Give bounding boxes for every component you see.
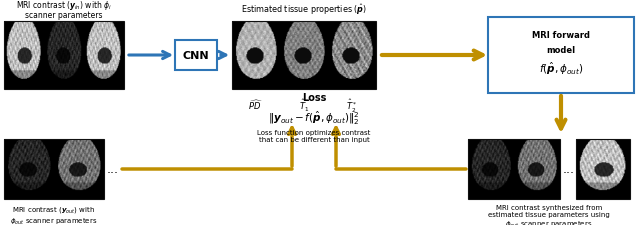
Bar	[4, 22, 124, 90]
Text: Loss: Loss	[302, 93, 326, 103]
Text: $\|\boldsymbol{y}_{out} - f(\hat{\boldsymbol{p}}, \phi_{out})\|_2^2$: $\|\boldsymbol{y}_{out} - f(\hat{\boldsy…	[268, 110, 360, 127]
Text: ...: ...	[107, 163, 119, 176]
Text: $\hat{T}_2^*$: $\hat{T}_2^*$	[346, 98, 358, 115]
Text: $\hat{T}_1$: $\hat{T}_1$	[299, 98, 309, 114]
Text: CNN: CNN	[182, 51, 209, 61]
Bar	[576, 139, 630, 199]
Text: $\widehat{PD}$: $\widehat{PD}$	[248, 98, 264, 111]
FancyBboxPatch shape	[175, 41, 217, 71]
Text: MRI forward: MRI forward	[532, 31, 590, 40]
Text: ...: ...	[563, 163, 575, 176]
Bar	[4, 139, 104, 199]
Text: MRI contrast ($\boldsymbol{y}_{in}$) with $\phi_i$: MRI contrast ($\boldsymbol{y}_{in}$) wit…	[16, 0, 112, 12]
Text: MRI contrast ($\boldsymbol{y}_{out}$) with
$\phi_{out}$ scanner parameters
for l: MRI contrast ($\boldsymbol{y}_{out}$) wi…	[10, 204, 98, 225]
Bar	[232, 22, 376, 90]
FancyBboxPatch shape	[488, 18, 634, 94]
Text: $f(\hat{\boldsymbol{p}}, \phi_{out})$: $f(\hat{\boldsymbol{p}}, \phi_{out})$	[539, 61, 583, 77]
Bar	[468, 139, 560, 199]
Text: scanner parameters: scanner parameters	[25, 11, 103, 20]
Text: Estimated tissue properties ($\hat{\boldsymbol{p}}$): Estimated tissue properties ($\hat{\bold…	[241, 2, 367, 17]
Text: Loss function optimizes contrast
that can be different than input: Loss function optimizes contrast that ca…	[257, 129, 371, 142]
Text: MRI contrast synthesized from
estimated tissue parameters using
$\phi_{out}$ sca: MRI contrast synthesized from estimated …	[488, 204, 610, 225]
Text: model: model	[547, 45, 575, 54]
